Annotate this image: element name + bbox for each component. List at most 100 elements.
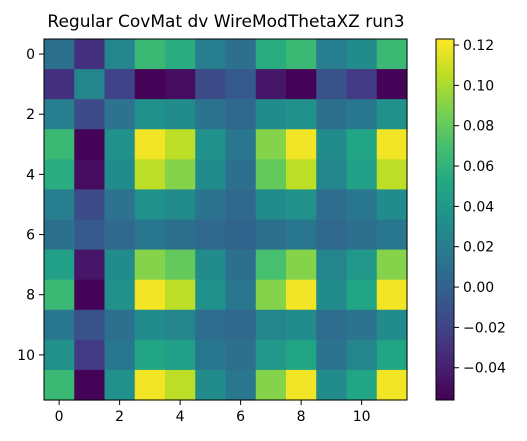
heatmap-cell <box>44 129 75 160</box>
heatmap-cell <box>165 279 196 311</box>
heatmap-cell <box>104 339 136 371</box>
heatmap-cell <box>346 369 378 401</box>
y-tick-label: 4 <box>26 167 35 183</box>
heatmap-cell <box>225 279 257 311</box>
heatmap-cell <box>165 159 196 191</box>
heatmap-cell <box>286 39 317 70</box>
heatmap-cell <box>255 159 287 191</box>
heatmap-cell <box>44 369 75 401</box>
heatmap-cell <box>74 39 106 70</box>
heatmap-cell <box>225 189 257 221</box>
heatmap-cell <box>316 249 348 281</box>
heatmap-cell <box>316 339 348 371</box>
heatmap-cell <box>134 249 166 281</box>
heatmap-cell <box>255 249 287 281</box>
heatmap-cell <box>316 279 348 311</box>
x-tick-label: 8 <box>297 409 306 425</box>
heatmap-cell <box>225 99 257 130</box>
heatmap-cell <box>165 219 196 251</box>
heatmap-cell <box>104 219 136 251</box>
colorbar-tick-label: 0.00 <box>463 280 494 296</box>
heatmap-cell <box>225 69 257 100</box>
heatmap-cell <box>74 189 106 221</box>
heatmap-cell <box>225 219 257 251</box>
heatmap-cell <box>286 129 317 160</box>
heatmap-cell <box>104 39 136 70</box>
heatmap-cell <box>376 39 408 70</box>
chart-title: Regular CovMat dv WireModThetaXZ run3 <box>47 12 404 32</box>
heatmap-cell <box>165 309 196 341</box>
heatmap-cell <box>225 159 257 191</box>
heatmap-cell <box>316 39 348 70</box>
heatmap-cell <box>286 279 317 311</box>
heatmap-cell <box>165 369 196 401</box>
heatmap-cell <box>195 219 227 251</box>
heatmap-cell <box>104 279 136 311</box>
heatmap-cell <box>134 369 166 401</box>
heatmap-cell <box>225 39 257 70</box>
heatmap-cell <box>165 69 196 100</box>
heatmap-cell <box>376 279 408 311</box>
colorbar <box>436 39 454 400</box>
heatmap-cell <box>195 129 227 160</box>
heatmap-cell <box>74 249 106 281</box>
heatmap-cell <box>195 189 227 221</box>
heatmap-cell <box>134 309 166 341</box>
colorbar-tick-label: 0.04 <box>463 199 494 215</box>
heatmap-cell <box>286 69 317 100</box>
heatmap-cell <box>195 99 227 130</box>
heatmap-cell <box>316 369 348 401</box>
heatmap-cell <box>74 279 106 311</box>
heatmap-cell <box>255 339 287 371</box>
heatmap-cell <box>74 339 106 371</box>
heatmap-cell <box>346 309 378 341</box>
heatmap-cell <box>225 129 257 160</box>
y-tick-label: 10 <box>17 348 35 364</box>
heatmap-cell <box>74 309 106 341</box>
x-tick-label: 6 <box>236 409 245 425</box>
heatmap-cell <box>74 159 106 191</box>
heatmap-cell <box>134 129 166 160</box>
heatmap-cell <box>255 99 287 130</box>
heatmap-cell <box>44 249 75 281</box>
x-tick-label: 10 <box>353 409 371 425</box>
heatmap-cell <box>376 369 408 401</box>
heatmap-cell <box>44 309 75 341</box>
heatmap-cell <box>255 279 287 311</box>
heatmap-cell <box>195 369 227 401</box>
heatmap-cell <box>255 219 287 251</box>
heatmap-cell <box>44 189 75 221</box>
heatmap-cell <box>165 339 196 371</box>
heatmap-cell <box>134 219 166 251</box>
heatmap-cell <box>74 69 106 100</box>
heatmap-cell <box>44 99 75 130</box>
heatmap-cell <box>195 69 227 100</box>
heatmap-cell <box>255 189 287 221</box>
heatmap-cell <box>286 249 317 281</box>
heatmap-cell <box>165 39 196 70</box>
heatmap-cell <box>134 159 166 191</box>
heatmap-cell <box>255 69 287 100</box>
heatmap-cell <box>346 219 378 251</box>
heatmap-cell <box>316 189 348 221</box>
heatmap-cell <box>225 309 257 341</box>
heatmap-cell <box>195 339 227 371</box>
heatmap-cell <box>165 129 196 160</box>
heatmap-cell <box>225 339 257 371</box>
x-axis: 0 2 4 6 8 10 <box>55 400 371 425</box>
y-axis: 0 2 4 6 8 10 <box>17 47 44 364</box>
colorbar-tick-label: 0.06 <box>463 159 494 175</box>
heatmap-cell <box>134 279 166 311</box>
heatmap-cell <box>134 339 166 371</box>
heatmap-cells <box>44 39 408 401</box>
heatmap-cell <box>44 339 75 371</box>
colorbar-axis: −0.04 −0.02 0.00 0.02 0.04 0.06 0.08 0.10 0.12 <box>454 38 506 377</box>
heatmap-cell <box>104 249 136 281</box>
heatmap-cell <box>255 39 287 70</box>
heatmap-cell <box>286 309 317 341</box>
heatmap-cell <box>376 339 408 371</box>
heatmap-cell <box>376 159 408 191</box>
heatmap-cell <box>165 189 196 221</box>
heatmap-cell <box>316 159 348 191</box>
y-tick-label: 0 <box>26 47 35 63</box>
